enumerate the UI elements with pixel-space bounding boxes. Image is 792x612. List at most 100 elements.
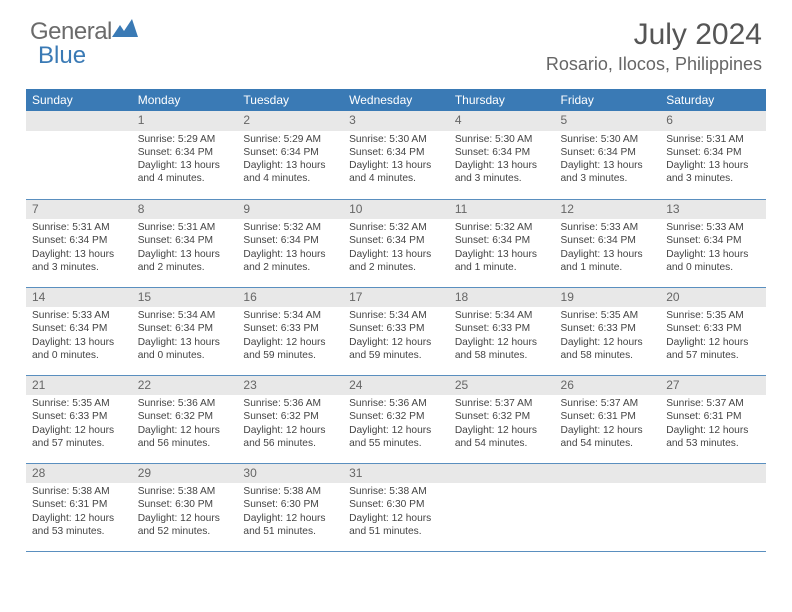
sunrise-text: Sunrise: 5:32 AM [455, 221, 549, 234]
sunrise-text: Sunrise: 5:35 AM [561, 309, 655, 322]
day-info: Sunrise: 5:29 AMSunset: 6:34 PMDaylight:… [132, 131, 238, 190]
daylight-text-2: and 0 minutes. [32, 349, 126, 362]
daylight-text-2: and 54 minutes. [561, 437, 655, 450]
title-block: July 2024 Rosario, Ilocos, Philippines [546, 18, 762, 75]
day-number: 2 [237, 111, 343, 131]
calendar-day-cell: 18Sunrise: 5:34 AMSunset: 6:33 PMDayligh… [449, 287, 555, 375]
sunset-text: Sunset: 6:30 PM [243, 498, 337, 511]
sunrise-text: Sunrise: 5:36 AM [243, 397, 337, 410]
day-number: 13 [660, 200, 766, 220]
calendar-day-cell: 29Sunrise: 5:38 AMSunset: 6:30 PMDayligh… [132, 463, 238, 551]
day-number: 26 [555, 376, 661, 396]
day-info: Sunrise: 5:36 AMSunset: 6:32 PMDaylight:… [237, 395, 343, 454]
daylight-text-2: and 2 minutes. [138, 261, 232, 274]
calendar-day-cell: 2Sunrise: 5:29 AMSunset: 6:34 PMDaylight… [237, 111, 343, 199]
day-number: 4 [449, 111, 555, 131]
sunset-text: Sunset: 6:34 PM [32, 234, 126, 247]
day-number: 28 [26, 464, 132, 484]
calendar-week-row: 14Sunrise: 5:33 AMSunset: 6:34 PMDayligh… [26, 287, 766, 375]
sunset-text: Sunset: 6:32 PM [349, 410, 443, 423]
day-number: 27 [660, 376, 766, 396]
sunrise-text: Sunrise: 5:29 AM [243, 133, 337, 146]
calendar-week-row: 21Sunrise: 5:35 AMSunset: 6:33 PMDayligh… [26, 375, 766, 463]
day-info: Sunrise: 5:37 AMSunset: 6:31 PMDaylight:… [555, 395, 661, 454]
calendar-day-cell: 25Sunrise: 5:37 AMSunset: 6:32 PMDayligh… [449, 375, 555, 463]
day-info: Sunrise: 5:32 AMSunset: 6:34 PMDaylight:… [449, 219, 555, 278]
daylight-text-2: and 54 minutes. [455, 437, 549, 450]
daylight-text-1: Daylight: 12 hours [32, 512, 126, 525]
day-number: 23 [237, 376, 343, 396]
day-info: Sunrise: 5:29 AMSunset: 6:34 PMDaylight:… [237, 131, 343, 190]
daylight-text-2: and 3 minutes. [666, 172, 760, 185]
sunrise-text: Sunrise: 5:29 AM [138, 133, 232, 146]
sunrise-text: Sunrise: 5:30 AM [455, 133, 549, 146]
calendar-day-cell: 21Sunrise: 5:35 AMSunset: 6:33 PMDayligh… [26, 375, 132, 463]
daylight-text-2: and 53 minutes. [32, 525, 126, 538]
daylight-text-1: Daylight: 12 hours [349, 336, 443, 349]
daylight-text-1: Daylight: 12 hours [243, 424, 337, 437]
daylight-text-2: and 51 minutes. [349, 525, 443, 538]
day-number: 21 [26, 376, 132, 396]
logo-word2-wrap: Blue [38, 42, 86, 70]
daylight-text-1: Daylight: 13 hours [243, 159, 337, 172]
day-number: 3 [343, 111, 449, 131]
sunrise-text: Sunrise: 5:38 AM [243, 485, 337, 498]
day-number: 7 [26, 200, 132, 220]
sunrise-text: Sunrise: 5:36 AM [138, 397, 232, 410]
daylight-text-2: and 1 minute. [455, 261, 549, 274]
daylight-text-1: Daylight: 12 hours [138, 424, 232, 437]
day-info: Sunrise: 5:35 AMSunset: 6:33 PMDaylight:… [26, 395, 132, 454]
sunset-text: Sunset: 6:32 PM [243, 410, 337, 423]
daylight-text-1: Daylight: 13 hours [138, 336, 232, 349]
calendar-day-cell: 19Sunrise: 5:35 AMSunset: 6:33 PMDayligh… [555, 287, 661, 375]
daylight-text-2: and 3 minutes. [455, 172, 549, 185]
daylight-text-1: Daylight: 13 hours [243, 248, 337, 261]
calendar-day-cell: 12Sunrise: 5:33 AMSunset: 6:34 PMDayligh… [555, 199, 661, 287]
daylight-text-2: and 58 minutes. [455, 349, 549, 362]
daylight-text-1: Daylight: 12 hours [666, 424, 760, 437]
sunrise-text: Sunrise: 5:34 AM [349, 309, 443, 322]
sunset-text: Sunset: 6:31 PM [666, 410, 760, 423]
sunset-text: Sunset: 6:34 PM [138, 234, 232, 247]
sunrise-text: Sunrise: 5:32 AM [349, 221, 443, 234]
calendar-day-cell: 3Sunrise: 5:30 AMSunset: 6:34 PMDaylight… [343, 111, 449, 199]
sunset-text: Sunset: 6:30 PM [349, 498, 443, 511]
daylight-text-1: Daylight: 13 hours [32, 336, 126, 349]
daylight-text-2: and 0 minutes. [666, 261, 760, 274]
sunrise-text: Sunrise: 5:37 AM [666, 397, 760, 410]
day-number: 18 [449, 288, 555, 308]
daylight-text-2: and 4 minutes. [138, 172, 232, 185]
daylight-text-1: Daylight: 12 hours [455, 424, 549, 437]
calendar-day-cell: 22Sunrise: 5:36 AMSunset: 6:32 PMDayligh… [132, 375, 238, 463]
day-number: 17 [343, 288, 449, 308]
day-info: Sunrise: 5:34 AMSunset: 6:34 PMDaylight:… [132, 307, 238, 366]
daylight-text-2: and 59 minutes. [349, 349, 443, 362]
day-info: Sunrise: 5:30 AMSunset: 6:34 PMDaylight:… [555, 131, 661, 190]
day-info: Sunrise: 5:38 AMSunset: 6:30 PMDaylight:… [132, 483, 238, 542]
day-header: Saturday [660, 89, 766, 111]
calendar-day-cell [555, 463, 661, 551]
day-number: 20 [660, 288, 766, 308]
daylight-text-2: and 57 minutes. [666, 349, 760, 362]
calendar-day-cell: 9Sunrise: 5:32 AMSunset: 6:34 PMDaylight… [237, 199, 343, 287]
daylight-text-1: Daylight: 13 hours [561, 248, 655, 261]
day-info: Sunrise: 5:31 AMSunset: 6:34 PMDaylight:… [132, 219, 238, 278]
sunrise-text: Sunrise: 5:30 AM [349, 133, 443, 146]
daylight-text-2: and 51 minutes. [243, 525, 337, 538]
sunrise-text: Sunrise: 5:35 AM [32, 397, 126, 410]
sunrise-text: Sunrise: 5:38 AM [349, 485, 443, 498]
sunset-text: Sunset: 6:33 PM [561, 322, 655, 335]
sunrise-text: Sunrise: 5:33 AM [32, 309, 126, 322]
daylight-text-1: Daylight: 13 hours [349, 159, 443, 172]
day-info: Sunrise: 5:37 AMSunset: 6:32 PMDaylight:… [449, 395, 555, 454]
calendar-day-cell: 10Sunrise: 5:32 AMSunset: 6:34 PMDayligh… [343, 199, 449, 287]
day-number [26, 111, 132, 131]
calendar-day-cell: 16Sunrise: 5:34 AMSunset: 6:33 PMDayligh… [237, 287, 343, 375]
day-header: Friday [555, 89, 661, 111]
calendar-week-row: 7Sunrise: 5:31 AMSunset: 6:34 PMDaylight… [26, 199, 766, 287]
sunrise-text: Sunrise: 5:34 AM [455, 309, 549, 322]
daylight-text-2: and 0 minutes. [138, 349, 232, 362]
sunset-text: Sunset: 6:31 PM [32, 498, 126, 511]
day-header: Sunday [26, 89, 132, 111]
sunset-text: Sunset: 6:34 PM [243, 146, 337, 159]
